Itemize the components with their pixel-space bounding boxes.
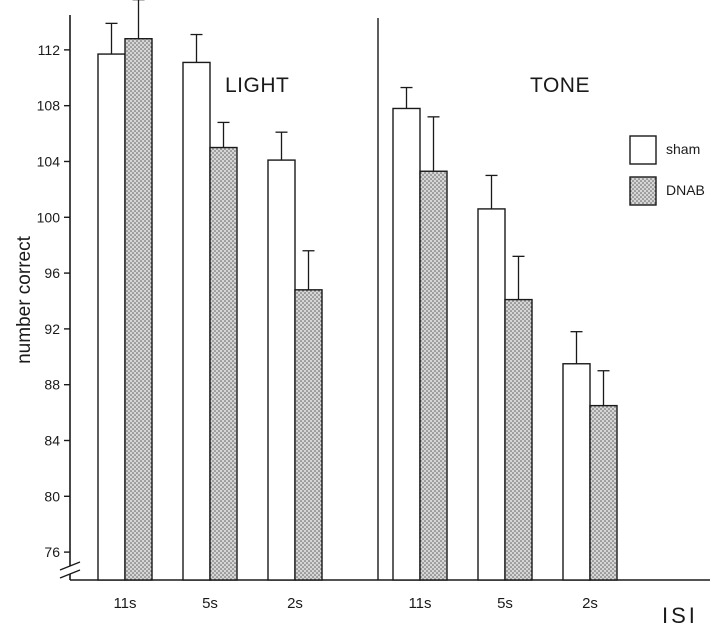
axis-break-mark [59, 569, 81, 579]
bars-group [97, 0, 618, 581]
x-axis-title: ISI [662, 603, 698, 628]
x-category-label: 2s [287, 595, 303, 612]
y-tick-label: 88 [44, 377, 60, 393]
legend-label-sham: sham [666, 141, 700, 157]
panel-label: TONE [530, 74, 590, 97]
y-tick-label: 84 [44, 432, 60, 448]
legend-swatch-dnab [629, 176, 657, 206]
legend-swatch-sham [629, 135, 657, 165]
x-category-label: 11s [113, 595, 136, 612]
y-tick-label: 80 [44, 488, 60, 504]
bar-tone-dnab-11s [419, 170, 448, 581]
bar-light-dnab-2s [294, 289, 323, 581]
bar-tone-sham-5s [477, 208, 506, 581]
axis-break-mark [59, 561, 81, 571]
panel-label: LIGHT [225, 74, 289, 97]
y-axis-title: number correct [14, 235, 35, 363]
y-tick-label: 92 [44, 321, 60, 337]
y-tick-label: 76 [44, 544, 60, 560]
bar-light-dnab-5s [209, 146, 238, 581]
bar-tone-sham-2s [562, 363, 591, 581]
bar-light-sham-5s [182, 61, 211, 581]
bar-light-sham-2s [267, 159, 296, 581]
bar-tone-dnab-5s [504, 298, 533, 581]
x-category-label: 5s [497, 595, 513, 612]
bar-light-sham-11s [97, 53, 126, 581]
x-category-label: 5s [202, 595, 218, 612]
bar-tone-sham-11s [392, 107, 421, 581]
bar-light-dnab-11s [124, 38, 153, 581]
y-tick-label: 108 [37, 98, 61, 114]
y-tick-label: 104 [37, 153, 61, 169]
y-tick-label: 112 [38, 42, 61, 58]
y-tick-label: 100 [37, 209, 61, 225]
y-tick-label: 96 [44, 265, 60, 281]
x-category-label: 2s [582, 595, 598, 612]
legend: sham DNAB [629, 135, 705, 206]
labels-group: 76 80 84 88 92 96 100 104 108 112 11s 5s 2s LIGHT 11s 5… [14, 42, 698, 628]
x-category-label: 11s [408, 595, 431, 612]
bar-tone-dnab-2s [589, 404, 618, 581]
legend-label-dnab: DNAB [666, 182, 705, 198]
